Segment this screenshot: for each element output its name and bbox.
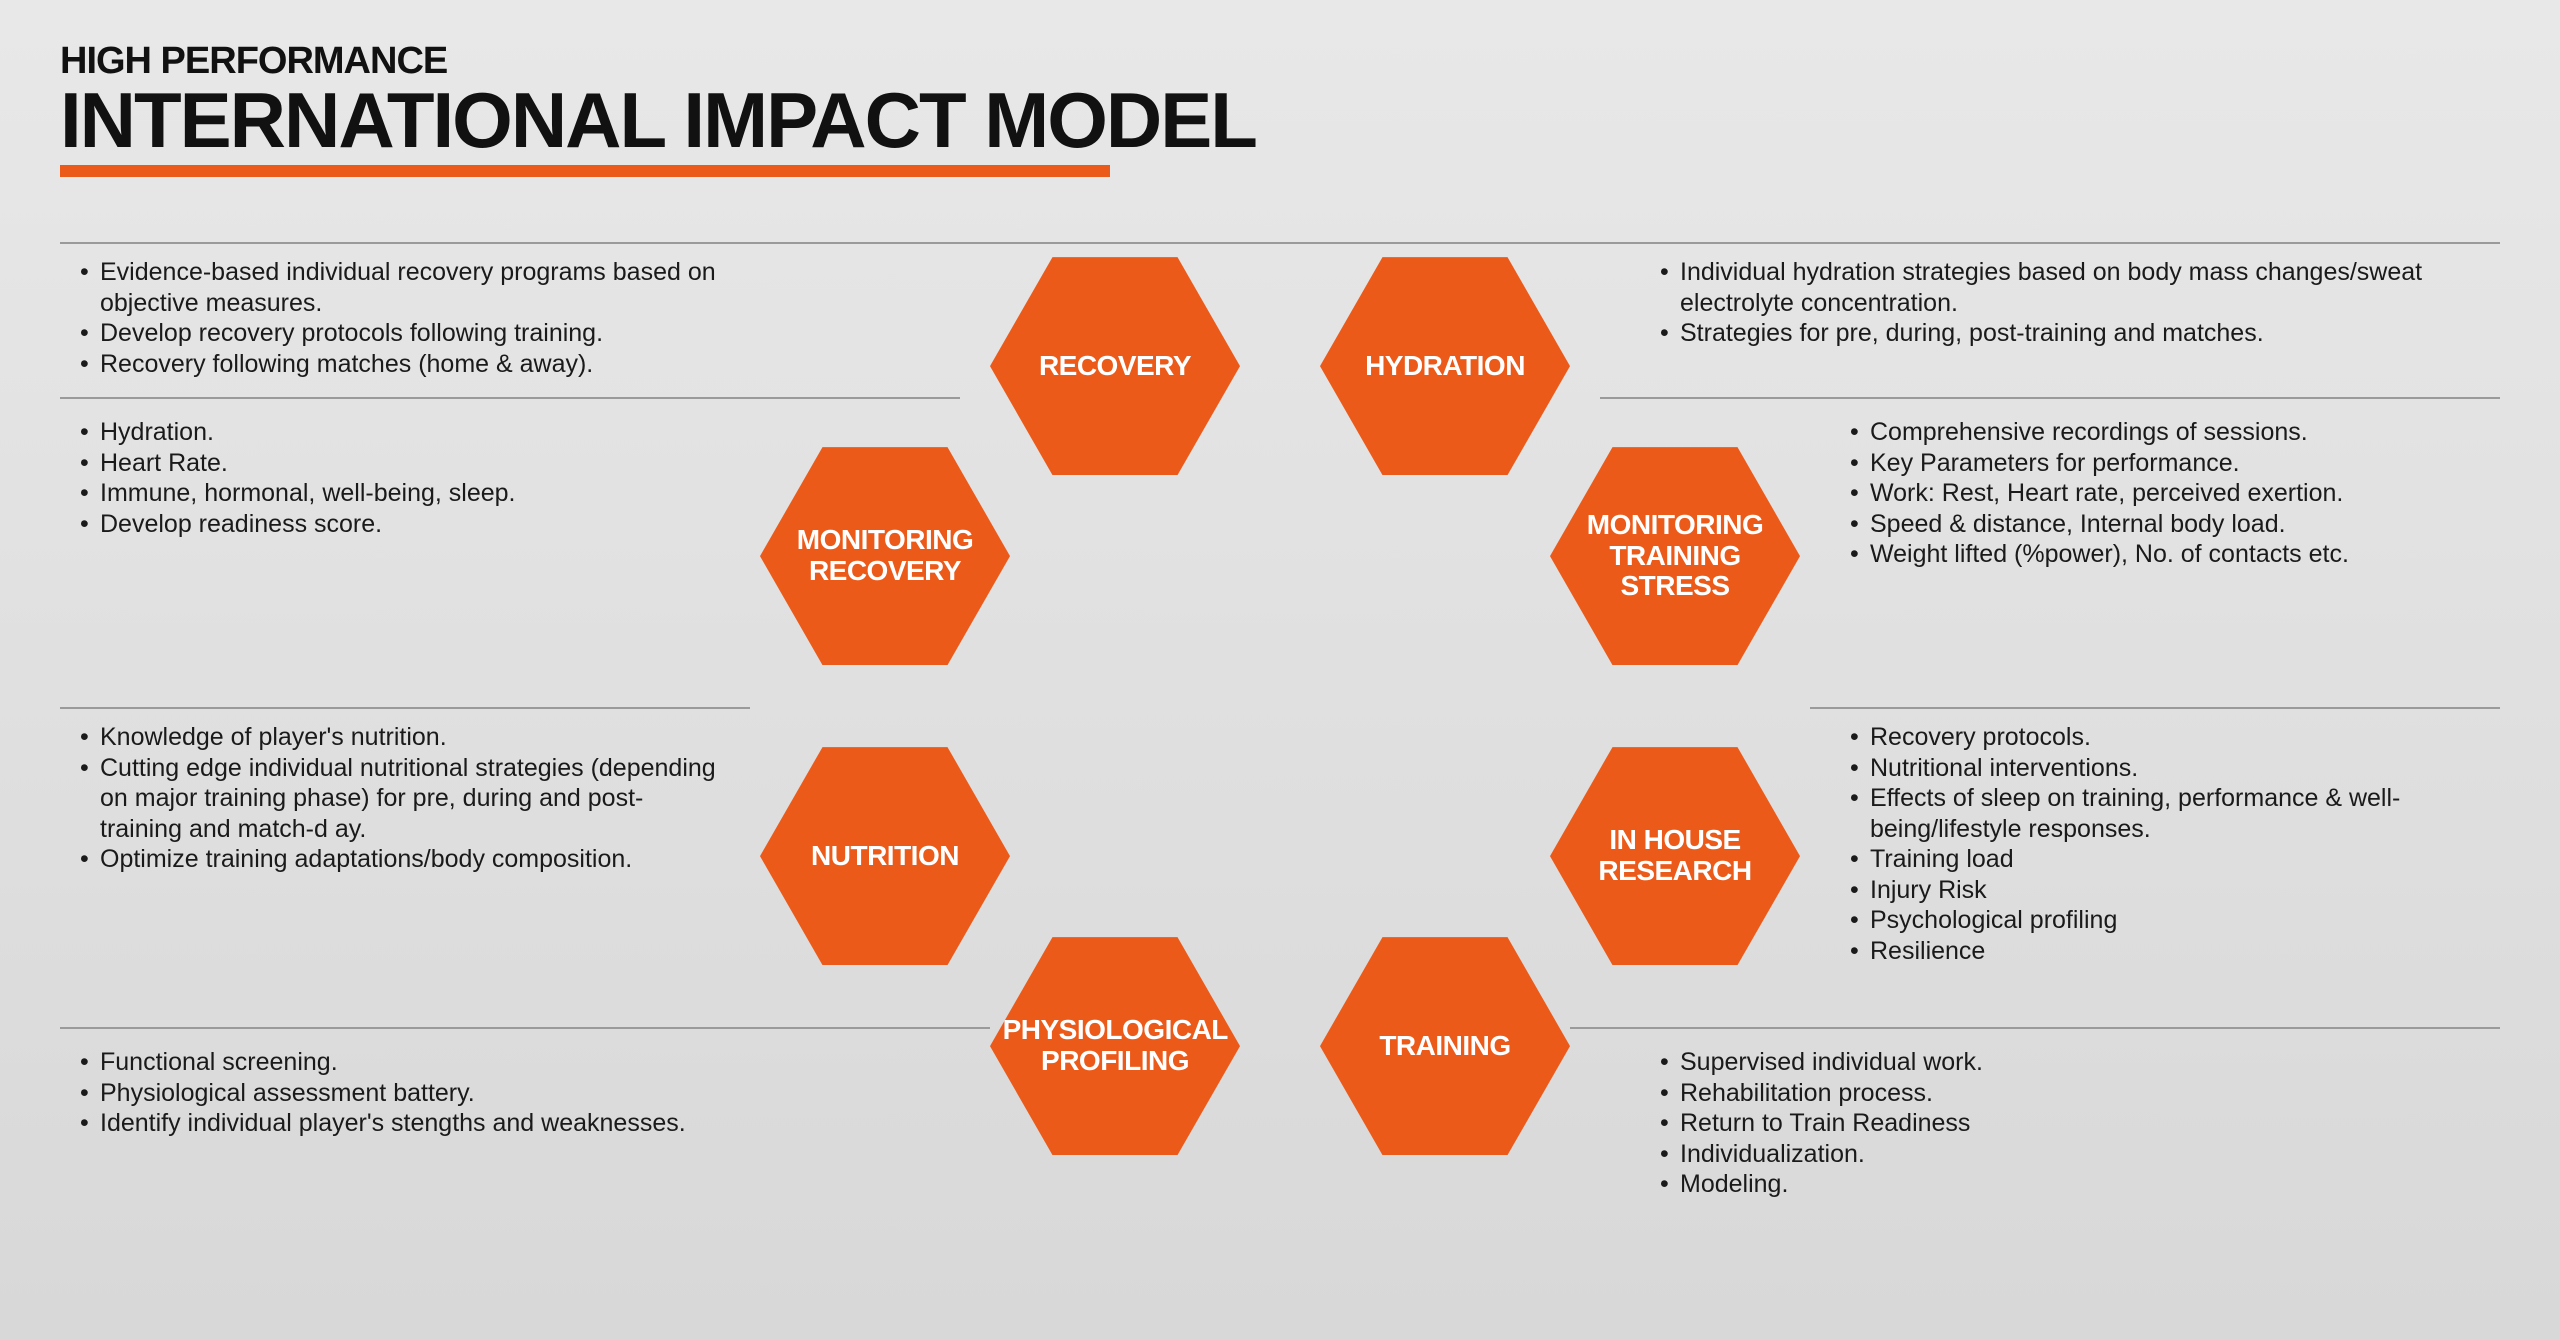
bullet-item: Nutritional interventions. (1850, 753, 2490, 784)
bullets-physiological: Functional screening. Physiological asse… (80, 1047, 980, 1139)
bullet-item: Knowledge of player's nutrition. (80, 722, 720, 753)
divider-line (60, 397, 960, 399)
bullets-training: Supervised individual work.Rehabilitatio… (1660, 1047, 2300, 1200)
hex-label: IN HOUSE RESEARCH (1568, 825, 1782, 887)
bullet-item: Resilience (1850, 936, 2490, 967)
bullet-item: Return to Train Readiness (1660, 1108, 2300, 1139)
bullets-hydration: Individual hydration strategies based on… (1660, 257, 2480, 349)
bullet-item: Psychological profiling (1850, 905, 2490, 936)
bullet-item: Identify individual player's stengths an… (80, 1108, 980, 1139)
bullet-item: Physiological assessment battery. (80, 1078, 980, 1109)
hex-label: NUTRITION (811, 841, 959, 872)
bullet-item: Individualization. (1660, 1139, 2300, 1170)
bullet-item: Key Parameters for performance. (1850, 448, 2490, 479)
bullet-item: Supervised individual work. (1660, 1047, 2300, 1078)
divider-line (60, 707, 750, 709)
hex-label: MONITORING RECOVERY (778, 525, 992, 587)
hex-monitoring_recovery: MONITORING RECOVERY (760, 447, 1010, 665)
bullet-item: Effects of sleep on training, performanc… (1850, 783, 2490, 844)
bullet-item: Weight lifted (%power), No. of contacts … (1850, 539, 2490, 570)
bullet-item: Speed & distance, Internal body load. (1850, 509, 2490, 540)
bullet-item: Rehabilitation process. (1660, 1078, 2300, 1109)
divider-line (60, 1027, 990, 1029)
bullet-item: Heart Rate. (80, 448, 720, 479)
bullet-item: Optimize training adaptations/body compo… (80, 844, 720, 875)
bullet-item: Functional screening. (80, 1047, 980, 1078)
bullet-item: Training load (1850, 844, 2490, 875)
hex-label: RECOVERY (1039, 351, 1191, 382)
bullet-item: Develop recovery protocols following tra… (80, 318, 720, 349)
bullet-item: Cutting edge individual nutritional stra… (80, 753, 720, 845)
diagram-canvas: RECOVERY HYDRATION MONITORING RECOVERY MONI… (60, 177, 2500, 1277)
hex-nutrition: NUTRITION (760, 747, 1010, 965)
divider-line (1600, 397, 2500, 399)
bullet-item: Comprehensive recordings of sessions. (1850, 417, 2490, 448)
header-underline (60, 165, 1110, 177)
bullet-item: Work: Rest, Heart rate, perceived exerti… (1850, 478, 2490, 509)
bullet-item: Hydration. (80, 417, 720, 448)
bullet-item: Recovery protocols. (1850, 722, 2490, 753)
bullet-item: Individual hydration strategies based on… (1660, 257, 2480, 318)
hex-training: TRAINING (1320, 937, 1570, 1155)
hex-in_house_research: IN HOUSE RESEARCH (1550, 747, 1800, 965)
bullet-item: Injury Risk (1850, 875, 2490, 906)
hex-monitoring_stress: MONITORING TRAINING STRESS (1550, 447, 1800, 665)
bullet-item: Immune, hormonal, well-being, sleep. (80, 478, 720, 509)
bullets-in_house_research: Recovery protocols.Nutritional intervent… (1850, 722, 2490, 966)
hex-label: PHYSIOLOGICAL PROFILING (1003, 1015, 1228, 1077)
bullet-item: Evidence-based individual recovery progr… (80, 257, 720, 318)
bullets-monitoring_stress: Comprehensive recordings of sessions.Key… (1850, 417, 2490, 570)
divider-line (1810, 707, 2500, 709)
hex-label: MONITORING TRAINING STRESS (1568, 510, 1782, 602)
bullets-monitoring_recovery: Hydration.Heart Rate.Immune, hormonal, w… (80, 417, 720, 539)
header-title: INTERNATIONAL IMPACT MODEL (60, 83, 2500, 157)
hex-recovery: RECOVERY (990, 257, 1240, 475)
hex-physiological: PHYSIOLOGICAL PROFILING (990, 937, 1240, 1155)
bullets-recovery: Evidence-based individual recovery progr… (80, 257, 720, 379)
bullets-nutrition: Knowledge of player's nutrition.Cutting … (80, 722, 720, 875)
divider-line (1570, 1027, 2500, 1029)
divider-line (60, 242, 2500, 244)
bullet-item: Develop readiness score. (80, 509, 720, 540)
bullet-item: Recovery following matches (home & away)… (80, 349, 720, 380)
bullet-item: Modeling. (1660, 1169, 2300, 1200)
header: HIGH PERFORMANCE INTERNATIONAL IMPACT MO… (60, 40, 2500, 177)
bullet-item: Strategies for pre, during, post-trainin… (1660, 318, 2480, 349)
hex-hydration: HYDRATION (1320, 257, 1570, 475)
hex-label: HYDRATION (1365, 351, 1525, 382)
hex-label: TRAINING (1379, 1031, 1510, 1062)
